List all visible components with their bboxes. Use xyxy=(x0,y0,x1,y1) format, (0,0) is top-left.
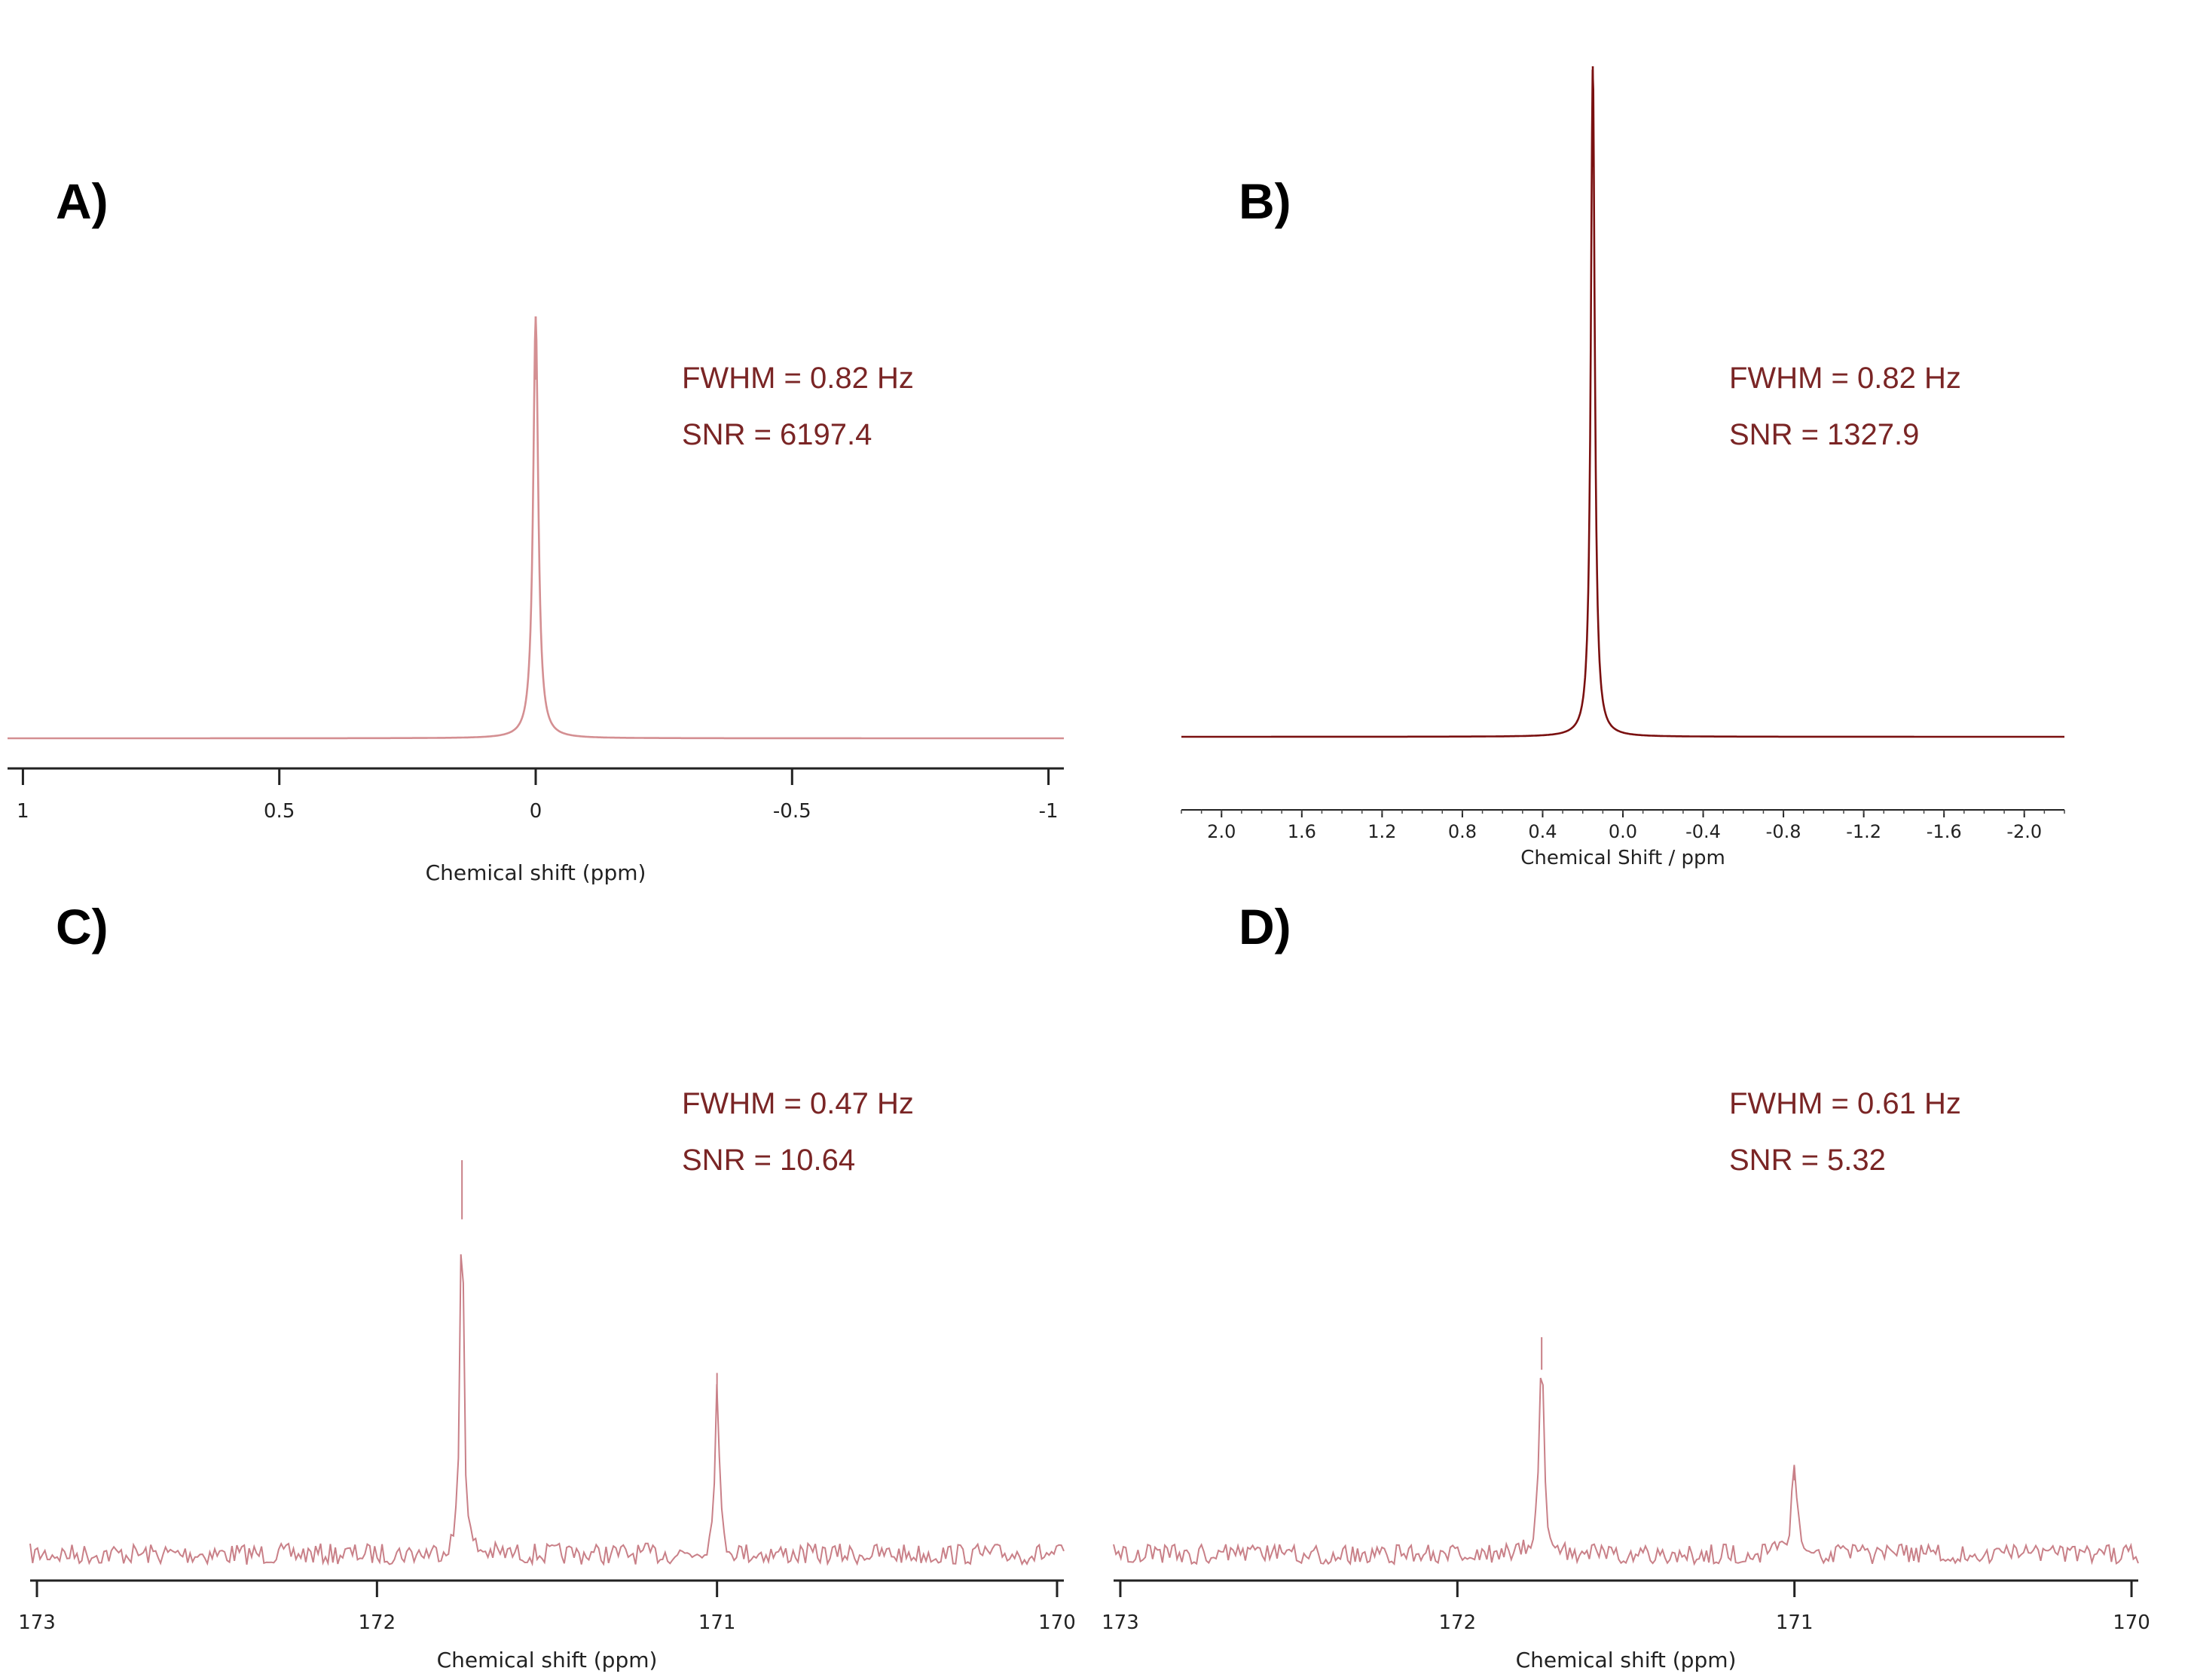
x-axis-title: Chemical shift (ppm) xyxy=(426,860,646,885)
x-tick-label: 170 xyxy=(1038,1611,1076,1634)
x-tick-label: -2.0 xyxy=(2006,821,2042,842)
x-tick-label: 173 xyxy=(18,1611,56,1634)
fwhm-annotation: FWHM = 0.61 Hz xyxy=(1729,1087,1961,1120)
x-tick-label: -1.6 xyxy=(1927,821,1962,842)
x-tick-label: -1 xyxy=(1039,800,1059,823)
x-tick-label: 0.8 xyxy=(1448,821,1477,842)
x-tick-label: 172 xyxy=(1438,1611,1476,1634)
spectrum-line xyxy=(1181,69,2064,738)
spectrum-line xyxy=(29,1254,1065,1567)
snr-annotation: SNR = 5.32 xyxy=(1729,1144,1886,1177)
x-tick-label: -0.8 xyxy=(1766,821,1801,842)
panel-label: A) xyxy=(56,173,108,229)
x-tick-label: 0.4 xyxy=(1528,821,1557,842)
x-tick-label: 0 xyxy=(530,800,542,823)
panel-a: A) 1 0.5 0 -0.5 -1 Chemical shift (ppm) FWHM = … xyxy=(8,173,1064,885)
x-tick-label: 1.2 xyxy=(1367,821,1396,842)
x-tick-label: 172 xyxy=(359,1611,396,1634)
spectrum-line xyxy=(1113,1377,2139,1566)
panel-label: C) xyxy=(56,899,108,955)
panel-b: B) 2.0 1.6 1.2 0.8 0.4 0.0 -0.4 -0.8 -1.2 -1.6 -2.0… xyxy=(1181,66,2065,869)
fwhm-annotation: FWHM = 0.47 Hz xyxy=(682,1087,914,1120)
panel-d: D) 173 172 171 170 Chemical shift (ppm) FWHM =… xyxy=(1102,899,2150,1672)
panel-label: D) xyxy=(1239,899,1291,955)
x-tick-label: 1 xyxy=(17,800,29,823)
x-tick-label: -1.2 xyxy=(1846,821,1881,842)
snr-annotation: SNR = 1327.9 xyxy=(1729,418,1919,451)
x-tick-label: 173 xyxy=(1102,1611,1139,1634)
panel-label: B) xyxy=(1239,173,1291,229)
fwhm-annotation: FWHM = 0.82 Hz xyxy=(682,362,914,395)
snr-annotation: SNR = 10.64 xyxy=(682,1144,855,1177)
x-tick-label: -0.5 xyxy=(773,800,811,823)
x-tick-label: 171 xyxy=(698,1611,736,1634)
x-axis-title: Chemical shift (ppm) xyxy=(1516,1648,1737,1672)
x-tick-label: 2.0 xyxy=(1207,821,1236,842)
x-tick-label: 170 xyxy=(2113,1611,2150,1634)
x-axis-title: Chemical Shift / ppm xyxy=(1520,847,1725,869)
x-axis-title: Chemical shift (ppm) xyxy=(437,1648,658,1672)
fwhm-annotation: FWHM = 0.82 Hz xyxy=(1729,362,1961,395)
snr-annotation: SNR = 6197.4 xyxy=(682,418,872,451)
x-tick-label: 0.5 xyxy=(264,800,295,823)
x-tick-label: 171 xyxy=(1776,1611,1814,1634)
x-tick-label: -0.4 xyxy=(1685,821,1721,842)
panel-c: C) 173 172 171 170 Chemical shift (ppm) FWHM =… xyxy=(18,899,1076,1672)
x-tick-label: 0.0 xyxy=(1609,821,1637,842)
x-tick-label: 1.6 xyxy=(1288,821,1316,842)
